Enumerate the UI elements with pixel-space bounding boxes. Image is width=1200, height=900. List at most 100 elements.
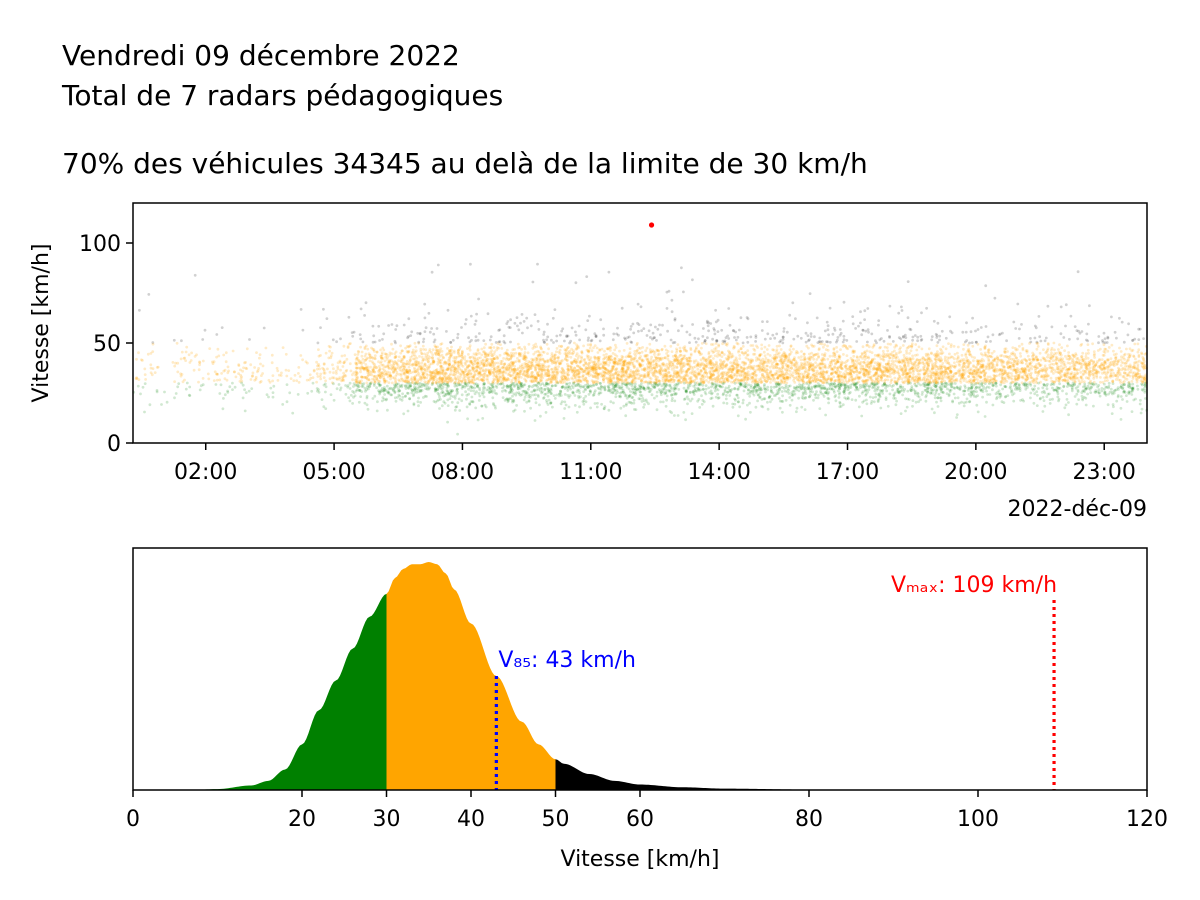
scatter-point xyxy=(487,361,491,365)
scatter-point xyxy=(533,379,536,383)
scatter-point xyxy=(673,414,676,417)
scatter-point xyxy=(672,374,675,378)
scatter-point xyxy=(543,341,546,344)
scatter-point xyxy=(815,358,819,361)
scatter-point xyxy=(407,382,411,386)
scatter-point xyxy=(839,363,843,367)
scatter-point xyxy=(826,344,829,348)
scatter-point xyxy=(332,367,335,371)
scatter-point xyxy=(937,377,940,381)
scatter-point xyxy=(612,376,615,380)
scatter-point xyxy=(816,378,820,381)
scatter-point xyxy=(345,357,349,361)
scatter-point xyxy=(463,355,467,358)
scatter-point xyxy=(1038,351,1042,355)
scatter-point xyxy=(737,349,741,353)
scatter-point xyxy=(846,385,850,388)
scatter-point xyxy=(635,373,639,377)
scatter-point xyxy=(414,345,418,349)
scatter-point xyxy=(473,378,477,381)
scatter-point xyxy=(655,339,658,342)
scatter-point xyxy=(301,328,305,332)
scatter-point xyxy=(870,351,874,354)
scatter-point xyxy=(915,375,918,378)
scatter-point xyxy=(1090,370,1093,373)
scatter-point xyxy=(593,380,597,383)
scatter-point xyxy=(981,390,985,393)
scatter-point xyxy=(344,369,348,373)
scatter-point xyxy=(514,380,517,384)
scatter-point xyxy=(708,358,712,362)
scatter-point xyxy=(655,349,659,352)
scatter-point xyxy=(474,335,478,339)
scatter-point xyxy=(760,380,764,383)
scatter-point xyxy=(328,377,332,381)
scatter-point xyxy=(683,397,687,401)
scatter-point xyxy=(698,406,702,409)
scatter-point xyxy=(457,371,461,375)
scatter-point xyxy=(795,361,799,365)
scatter-point xyxy=(866,340,869,344)
scatter-point xyxy=(347,396,350,399)
scatter-point xyxy=(939,388,943,392)
scatter-point xyxy=(775,392,779,396)
scatter-point xyxy=(629,401,632,404)
scatter-point xyxy=(139,392,142,396)
scatter-point xyxy=(417,365,421,369)
scatter-point xyxy=(665,374,668,377)
scatter-point xyxy=(1009,382,1013,385)
scatter-point xyxy=(1116,371,1119,375)
scatter-point xyxy=(706,376,710,380)
scatter-point xyxy=(722,377,725,381)
scatter-point xyxy=(697,350,701,354)
scatter-point xyxy=(721,385,724,389)
scatter-point xyxy=(797,372,801,376)
scatter-point xyxy=(547,378,551,381)
scatter-point xyxy=(951,399,954,403)
scatter-point xyxy=(770,390,773,394)
scatter-point xyxy=(411,362,415,366)
scatter-point xyxy=(650,366,654,370)
scatter-point xyxy=(1059,332,1063,336)
scatter-point xyxy=(1105,373,1108,377)
scatter-point xyxy=(404,384,407,387)
scatter-point xyxy=(1052,354,1055,357)
scatter-point xyxy=(979,379,982,383)
scatter-point xyxy=(744,362,747,366)
scatter-point xyxy=(936,405,940,408)
scatter-point xyxy=(736,387,740,391)
scatter-point xyxy=(299,308,303,311)
scatter-point xyxy=(387,392,391,395)
scatter-point xyxy=(1046,342,1050,345)
scatter-point xyxy=(734,338,738,342)
scatter-point xyxy=(715,387,718,391)
scatter-point xyxy=(1139,375,1143,379)
scatter-point xyxy=(699,377,703,381)
scatter-point xyxy=(1046,392,1050,396)
scatter-point xyxy=(947,393,951,396)
scatter-point xyxy=(341,365,345,368)
scatter-point xyxy=(509,388,513,392)
scatter-point xyxy=(739,374,742,378)
scatter-point xyxy=(370,346,373,350)
scatter-point xyxy=(912,379,915,383)
scatter-point xyxy=(744,417,747,421)
scatter-point xyxy=(444,376,448,380)
scatter-point xyxy=(464,322,467,326)
scatter-point xyxy=(862,368,866,372)
scatter-point xyxy=(784,377,788,381)
scatter-point xyxy=(1100,387,1104,390)
scatter-point xyxy=(431,379,435,383)
scatter-point xyxy=(474,353,478,357)
scatter-point xyxy=(855,373,859,377)
scatter-point xyxy=(970,371,974,375)
scatter-point xyxy=(543,371,547,375)
scatter-point xyxy=(629,325,633,328)
scatter-point xyxy=(827,333,830,337)
scatter-point xyxy=(392,386,396,390)
scatter-point xyxy=(495,348,499,352)
scatter-point xyxy=(667,388,671,392)
scatter-point xyxy=(578,391,581,395)
scatter-point xyxy=(1050,348,1053,352)
scatter-point xyxy=(524,362,528,366)
